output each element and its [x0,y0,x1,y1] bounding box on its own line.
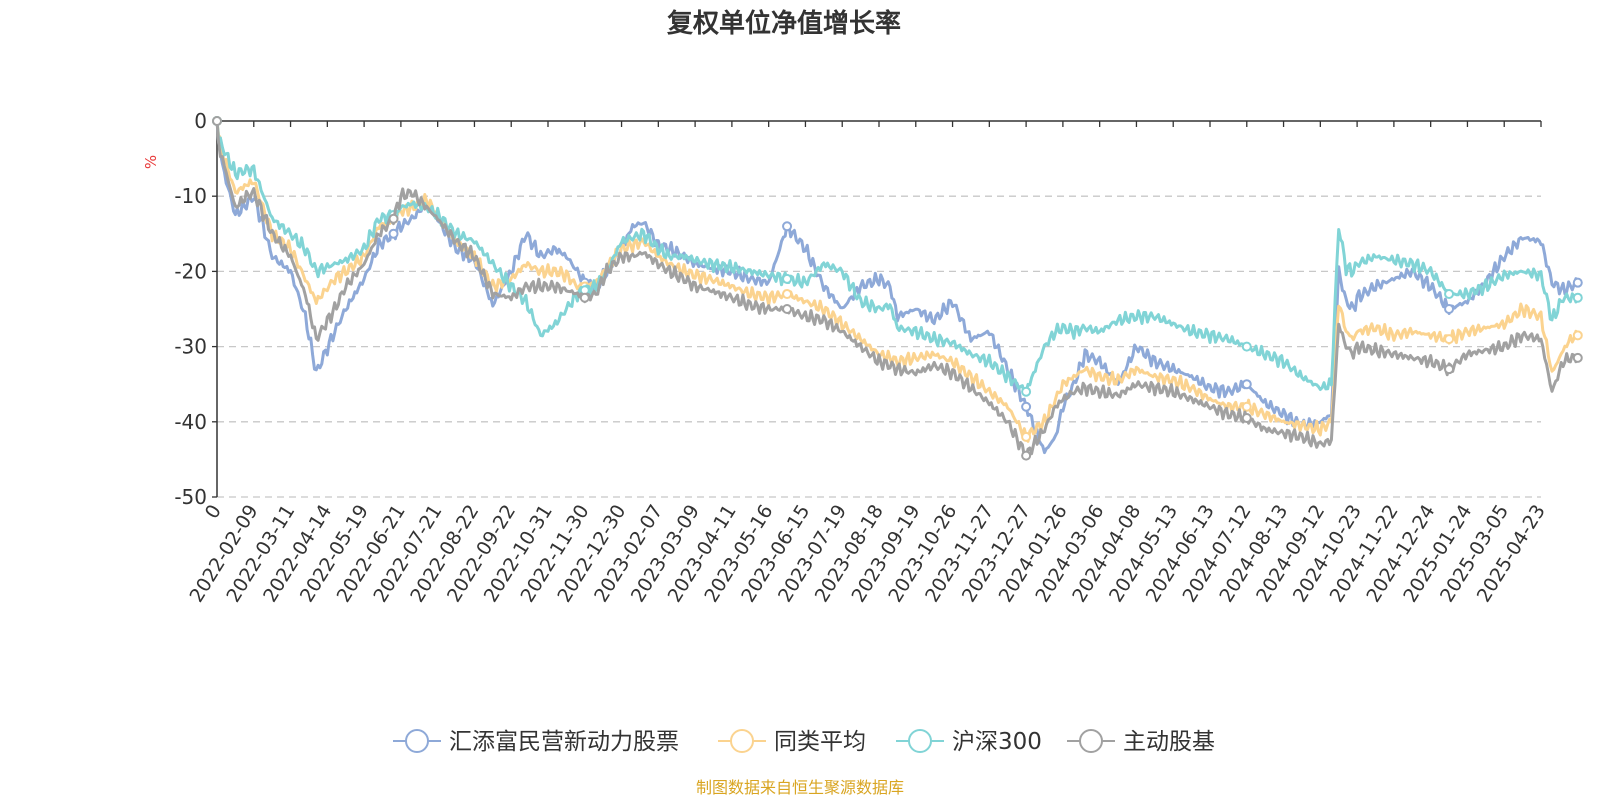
y-axis-label: % [142,155,160,169]
series-marker [782,304,793,314]
series-marker [579,292,590,303]
legend-label: 汇添富民营新动力股票 [449,729,679,755]
y-tick-label: -10 [174,184,207,208]
series-marker [1021,431,1032,442]
series-lines [212,116,1583,461]
y-tick-label: -30 [174,335,207,359]
series-marker [1241,401,1252,412]
legend-item[interactable]: 同类平均 [718,729,866,755]
legend-circle-icon [405,729,429,753]
series-marker [1021,401,1032,412]
source-note: 制图数据来自恒生聚源数据库 [696,778,904,797]
legend-item[interactable]: 主动股基 [1067,729,1215,755]
legend-label: 同类平均 [774,729,866,755]
series-marker [1572,352,1583,363]
series-marker [1444,364,1455,375]
y-tick-label: -50 [174,485,207,509]
legend-item[interactable]: 汇添富民营新动力股票 [393,729,679,755]
series-marker [388,213,399,224]
series-marker [388,228,399,239]
legend-circle-icon [908,729,932,753]
series-line [215,120,1580,395]
y-axis-ticks: 0 -10 -20 -30 -40 -50 [174,109,217,509]
series-marker [212,116,222,126]
series-marker [1241,341,1252,352]
series-line [215,120,1580,443]
legend-circle-icon [1079,729,1103,753]
series-marker [782,221,793,232]
series-marker [782,288,793,299]
y-tick-label: 0 [194,109,207,133]
series-marker [782,273,793,284]
series-marker [1572,277,1583,288]
series-marker [1021,450,1032,461]
legend-item[interactable]: 沪深300 [896,729,1042,755]
legend[interactable]: 汇添富民营新动力股票 同类平均 沪深300 主动股基 [393,729,1215,755]
legend-label: 沪深300 [952,729,1042,755]
x-tick-label: 0 [201,501,226,523]
series-marker [1444,334,1455,345]
chart-title: 复权单位净值增长率 [667,8,901,39]
series-marker [1572,330,1583,341]
series-line [215,120,1580,460]
legend-circle-icon [730,729,754,753]
series-marker [1021,386,1032,397]
legend-label: 主动股基 [1123,729,1215,755]
series-marker [1444,304,1455,314]
series-line [215,120,1580,455]
y-tick-label: -20 [174,259,207,283]
series-marker [1572,292,1583,303]
x-axis-ticks: 02022-02-092022-03-112022-04-142022-05-1… [186,121,1550,606]
series-marker [1241,413,1252,424]
grid-lines [217,195,1541,498]
series-marker [1241,379,1252,390]
axes [216,120,1541,497]
series-marker [1444,288,1455,299]
y-tick-label: -40 [174,410,207,434]
